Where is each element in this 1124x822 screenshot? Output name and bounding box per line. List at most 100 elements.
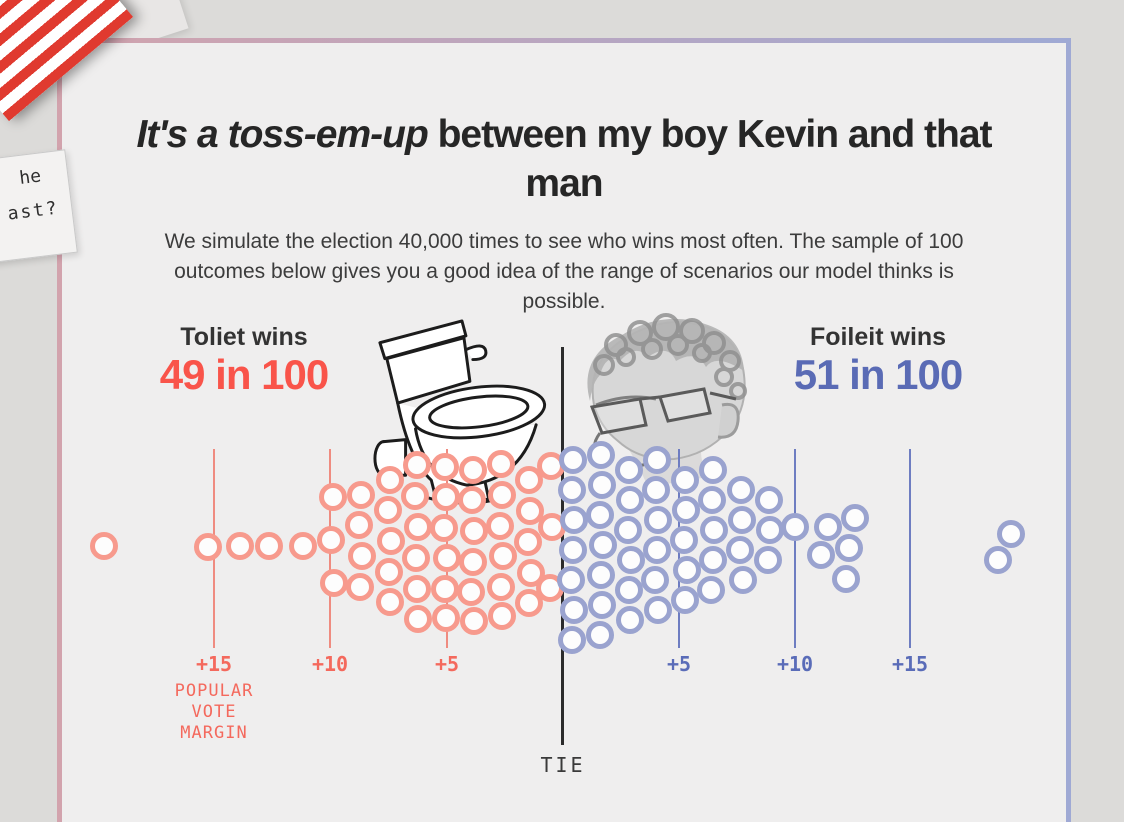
outcome-dot-blue <box>671 586 699 614</box>
candidate-right-name: Foileit wins <box>809 323 947 351</box>
candidate-right-odds: 51 in 100 <box>793 351 963 398</box>
candidate-right-summary: Foileit wins 51 in 100 <box>718 322 1038 398</box>
outcome-dot-red <box>374 496 402 524</box>
outcome-dot-blue <box>832 565 860 593</box>
outcome-dot-blue <box>557 566 585 594</box>
outcome-dot-red <box>430 514 458 542</box>
outcome-dot-blue <box>698 486 726 514</box>
page-title-emphasis: It's a toss-em-up <box>136 113 428 157</box>
outcome-dot-red <box>431 453 459 481</box>
outcome-dot-blue <box>558 476 586 504</box>
outcome-dot-blue <box>616 486 644 514</box>
outcome-dot-blue <box>560 506 588 534</box>
outcome-dot-red <box>402 544 430 572</box>
outcome-dot-red <box>255 532 283 560</box>
axis-tick-label: +5 <box>434 652 460 676</box>
outcome-dot-blue <box>641 566 669 594</box>
outcome-dot-blue <box>697 576 725 604</box>
outcome-dot-red <box>403 575 431 603</box>
outcome-dot-blue <box>644 596 672 624</box>
x-axis-caption: POPULAR VOTE MARGIN <box>174 681 254 743</box>
axis-tick-label: +5 <box>666 652 692 676</box>
page-title: It's a toss-em-up between my boy Kevin a… <box>57 110 1071 208</box>
outcome-dot-blue <box>699 456 727 484</box>
tie-axis-label: TIE <box>540 753 586 777</box>
outcome-dot-red <box>320 569 348 597</box>
outcome-dot-red <box>289 532 317 560</box>
outcome-dot-blue <box>670 526 698 554</box>
outcome-dot-blue <box>807 541 835 569</box>
candidate-left-summary: Toliet wins 49 in 100 <box>84 322 404 398</box>
outcome-dot-red <box>516 497 544 525</box>
outcome-dot-red <box>376 588 404 616</box>
axis-tick-label: +15 <box>195 652 233 676</box>
outcome-dot-red <box>433 544 461 572</box>
outcome-dot-blue <box>643 446 671 474</box>
outcome-dot-blue <box>700 516 728 544</box>
outcome-dot-red <box>319 483 347 511</box>
outcome-dot-red <box>431 575 459 603</box>
outcome-dot-blue <box>617 546 645 574</box>
outcome-dot-blue <box>729 566 757 594</box>
outcome-dot-blue <box>614 516 642 544</box>
outcome-dot-blue <box>835 534 863 562</box>
axis-tick-label: +10 <box>776 652 814 676</box>
outcome-dot-blue <box>559 446 587 474</box>
outcome-dot-red <box>489 542 517 570</box>
outcome-dot-red <box>488 602 516 630</box>
outcome-dot-red <box>90 532 118 560</box>
outcome-dot-red <box>376 466 404 494</box>
outcome-dot-blue <box>671 466 699 494</box>
outcome-dot-blue <box>586 621 614 649</box>
outcome-dot-blue <box>755 486 783 514</box>
outcome-dot-blue <box>644 506 672 534</box>
outcome-dot-blue <box>589 531 617 559</box>
outcome-dot-red <box>488 481 516 509</box>
outcome-dot-red <box>347 481 375 509</box>
outcome-dot-blue <box>615 456 643 484</box>
outcome-dot-blue <box>756 516 784 544</box>
outcome-dot-red <box>515 589 543 617</box>
margin-gridline-blue-+15 <box>909 449 911 648</box>
margin-gridline-blue-+10 <box>794 449 796 648</box>
note-card-text-line2: ast? <box>6 197 60 225</box>
outcome-dot-red <box>457 578 485 606</box>
outcome-dot-blue <box>588 471 616 499</box>
note-card-decoration: he ast? <box>0 149 78 269</box>
outcome-dot-red <box>345 511 373 539</box>
outcome-dot-red <box>460 517 488 545</box>
outcome-dot-red <box>459 456 487 484</box>
outcome-dot-blue <box>726 536 754 564</box>
outcome-dot-red <box>432 483 460 511</box>
outcome-dot-red <box>458 486 486 514</box>
page-title-rest: between my boy Kevin and that man <box>427 113 993 206</box>
outcome-dot-blue <box>560 596 588 624</box>
outcome-dot-blue <box>559 536 587 564</box>
outcome-dot-red <box>401 482 429 510</box>
axis-tick-label: +10 <box>311 652 349 676</box>
outcome-dot-blue <box>727 476 755 504</box>
outcome-dot-red <box>226 532 254 560</box>
outcome-dot-blue <box>997 520 1025 548</box>
outcome-dot-blue <box>588 591 616 619</box>
outcome-dot-blue <box>814 513 842 541</box>
outcome-dot-blue <box>643 536 671 564</box>
outcome-dot-blue <box>616 606 644 634</box>
outcome-dot-red <box>194 533 222 561</box>
outcome-dot-blue <box>673 556 701 584</box>
forecast-card <box>57 38 1071 822</box>
outcome-dot-blue <box>781 513 809 541</box>
outcome-dot-red <box>404 605 432 633</box>
outcome-dot-red <box>346 573 374 601</box>
outcome-dot-blue <box>672 496 700 524</box>
outcome-dot-red <box>459 548 487 576</box>
outcome-dot-red <box>487 573 515 601</box>
outcome-dot-red <box>317 526 345 554</box>
outcome-dot-blue <box>586 501 614 529</box>
outcome-dot-red <box>487 450 515 478</box>
outcome-dot-red <box>375 558 403 586</box>
outcome-dot-blue <box>587 561 615 589</box>
outcome-dot-blue <box>841 504 869 532</box>
outcome-dot-blue <box>587 441 615 469</box>
